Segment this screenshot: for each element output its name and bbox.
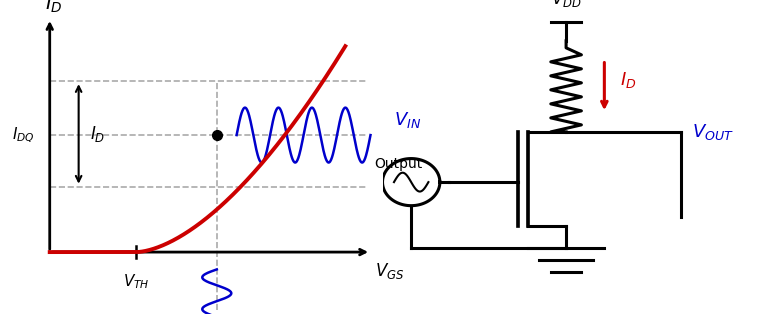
Text: $I_D$: $I_D$ bbox=[620, 70, 636, 90]
Text: $V_{OUT}$: $V_{OUT}$ bbox=[692, 122, 734, 142]
Text: $I_{DQ}$: $I_{DQ}$ bbox=[11, 125, 34, 145]
Text: $V_{IN}$: $V_{IN}$ bbox=[394, 110, 421, 130]
Text: $V_{DD}$: $V_{DD}$ bbox=[551, 0, 581, 9]
Text: $I_D$: $I_D$ bbox=[90, 124, 106, 144]
Text: $V_{TH}$: $V_{TH}$ bbox=[123, 272, 150, 291]
Text: Output: Output bbox=[374, 157, 422, 171]
Text: $V_{GS}$: $V_{GS}$ bbox=[375, 261, 404, 281]
Text: $I_D$: $I_D$ bbox=[45, 0, 62, 15]
